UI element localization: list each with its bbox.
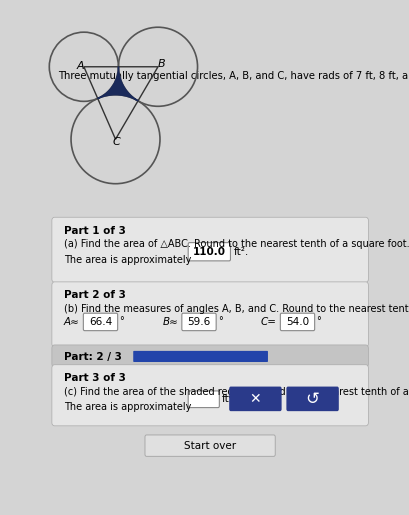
Text: °: °	[218, 317, 222, 327]
FancyBboxPatch shape	[52, 217, 367, 282]
FancyBboxPatch shape	[52, 365, 367, 426]
Text: ↺: ↺	[305, 390, 319, 408]
Text: ✕: ✕	[249, 392, 261, 406]
Text: °: °	[316, 317, 321, 327]
Text: 66.4: 66.4	[89, 317, 112, 327]
Text: (a) Find the area of △ABC. Round to the nearest tenth of a square foot.: (a) Find the area of △ABC. Round to the …	[64, 239, 409, 249]
FancyBboxPatch shape	[229, 387, 281, 411]
FancyBboxPatch shape	[182, 313, 216, 331]
FancyBboxPatch shape	[52, 282, 367, 347]
FancyBboxPatch shape	[188, 391, 219, 407]
Text: Part 2 of 3: Part 2 of 3	[64, 290, 126, 300]
Text: B≈: B≈	[162, 317, 178, 327]
Text: Part 1 of 3: Part 1 of 3	[64, 226, 126, 235]
Text: ft².: ft².	[221, 394, 236, 404]
FancyBboxPatch shape	[145, 435, 274, 456]
Text: Three mutually tangential circles, A, B, and C, have rads of 7 ft, 8 ft, and 9 f: Three mutually tangential circles, A, B,…	[57, 71, 409, 81]
Text: Start over: Start over	[184, 441, 236, 451]
Text: 59.6: 59.6	[187, 317, 210, 327]
FancyBboxPatch shape	[285, 387, 338, 411]
Text: A: A	[77, 61, 84, 71]
Text: Part: 2 / 3: Part: 2 / 3	[64, 352, 121, 362]
FancyBboxPatch shape	[83, 313, 117, 331]
Text: A≈: A≈	[64, 317, 80, 327]
FancyBboxPatch shape	[188, 243, 230, 261]
Text: Part 3 of 3: Part 3 of 3	[64, 373, 126, 383]
Text: ft².: ft².	[234, 247, 249, 257]
Text: 110.0: 110.0	[192, 247, 225, 257]
Text: (c) Find the area of the shaded region. Round to the nearest tenth of a square f: (c) Find the area of the shaded region. …	[64, 387, 409, 397]
Text: C: C	[112, 138, 120, 147]
Text: (b) Find the measures of angles A, B, and C. Round to the nearest tenth of a deg: (b) Find the measures of angles A, B, an…	[64, 304, 409, 314]
Text: °: °	[119, 317, 124, 327]
Text: The area is approximately: The area is approximately	[64, 402, 194, 411]
Text: C=: C=	[261, 317, 276, 327]
FancyBboxPatch shape	[133, 351, 267, 362]
Text: The area is approximately: The area is approximately	[64, 255, 194, 265]
Polygon shape	[97, 67, 138, 101]
FancyBboxPatch shape	[52, 345, 367, 367]
Text: 54.0: 54.0	[285, 317, 308, 327]
Text: B: B	[157, 60, 165, 70]
FancyBboxPatch shape	[280, 313, 314, 331]
